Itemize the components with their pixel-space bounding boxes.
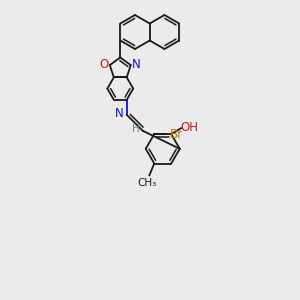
Text: OH: OH <box>180 121 198 134</box>
Text: O: O <box>99 58 108 70</box>
Text: N: N <box>132 58 141 70</box>
Text: CH₃: CH₃ <box>138 178 157 188</box>
Text: Br: Br <box>170 128 183 141</box>
Text: N: N <box>116 107 124 120</box>
Text: H: H <box>132 124 140 134</box>
